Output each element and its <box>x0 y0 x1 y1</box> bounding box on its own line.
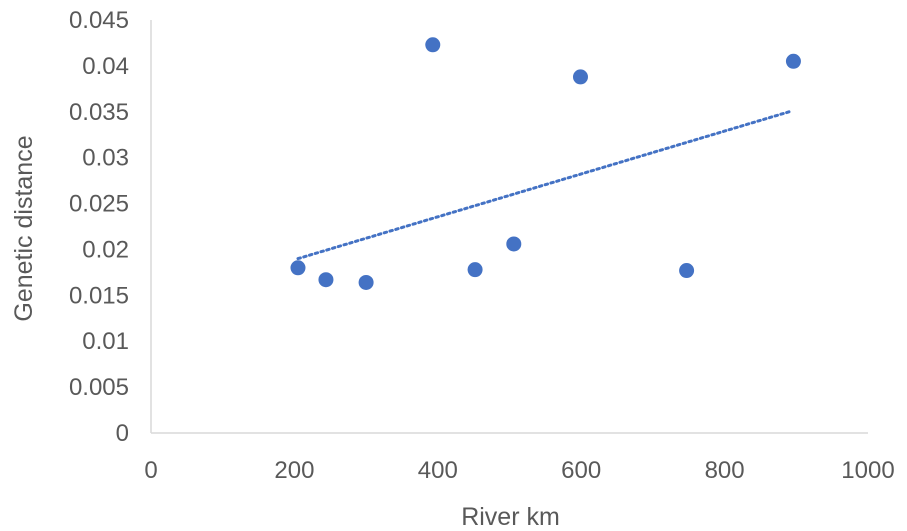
y-tick-label: 0 <box>116 420 129 447</box>
y-tick-label: 0.035 <box>69 99 129 126</box>
y-tick-labels: 0 0.005 0.01 0.015 0.02 0.025 0.03 0.035 0.04 0.0… <box>69 7 129 447</box>
x-tick-label: 1000 <box>841 457 894 484</box>
x-tick-label: 800 <box>705 457 745 484</box>
x-tick-labels: 0 200 400 600 800 1000 <box>144 457 894 484</box>
x-axis-title: River km <box>461 503 560 531</box>
y-tick-label: 0.045 <box>69 7 129 34</box>
data-point <box>679 263 695 279</box>
y-tick-label: 0.005 <box>69 374 129 401</box>
data-point <box>467 262 483 278</box>
y-axis-title: Genetic distance <box>10 135 38 321</box>
y-tick-label: 0.04 <box>82 53 129 80</box>
x-tick-label: 200 <box>274 457 314 484</box>
data-point <box>572 69 588 85</box>
data-point <box>506 236 522 252</box>
y-tick-label: 0.02 <box>82 236 129 263</box>
data-point <box>358 274 374 290</box>
data-points <box>290 37 801 290</box>
x-tick-label: 0 <box>144 457 157 484</box>
data-point <box>425 37 441 53</box>
trendline <box>296 110 791 261</box>
data-point <box>785 53 801 69</box>
x-tick-label: 600 <box>561 457 601 484</box>
y-tick-label: 0.03 <box>82 145 129 172</box>
y-tick-label: 0.015 <box>69 282 129 309</box>
y-tick-label: 0.025 <box>69 191 129 218</box>
x-tick-label: 400 <box>418 457 458 484</box>
y-tick-label: 0.01 <box>82 328 129 355</box>
data-point <box>318 272 334 288</box>
data-point <box>290 260 306 276</box>
